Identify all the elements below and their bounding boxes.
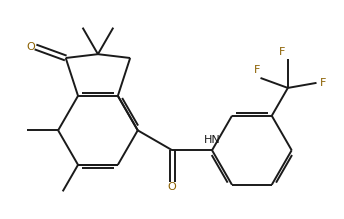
Text: O: O [168, 182, 176, 192]
Text: HN: HN [204, 135, 221, 145]
Text: O: O [26, 42, 35, 52]
Text: F: F [320, 78, 326, 88]
Text: F: F [278, 46, 285, 57]
Text: F: F [254, 65, 260, 75]
